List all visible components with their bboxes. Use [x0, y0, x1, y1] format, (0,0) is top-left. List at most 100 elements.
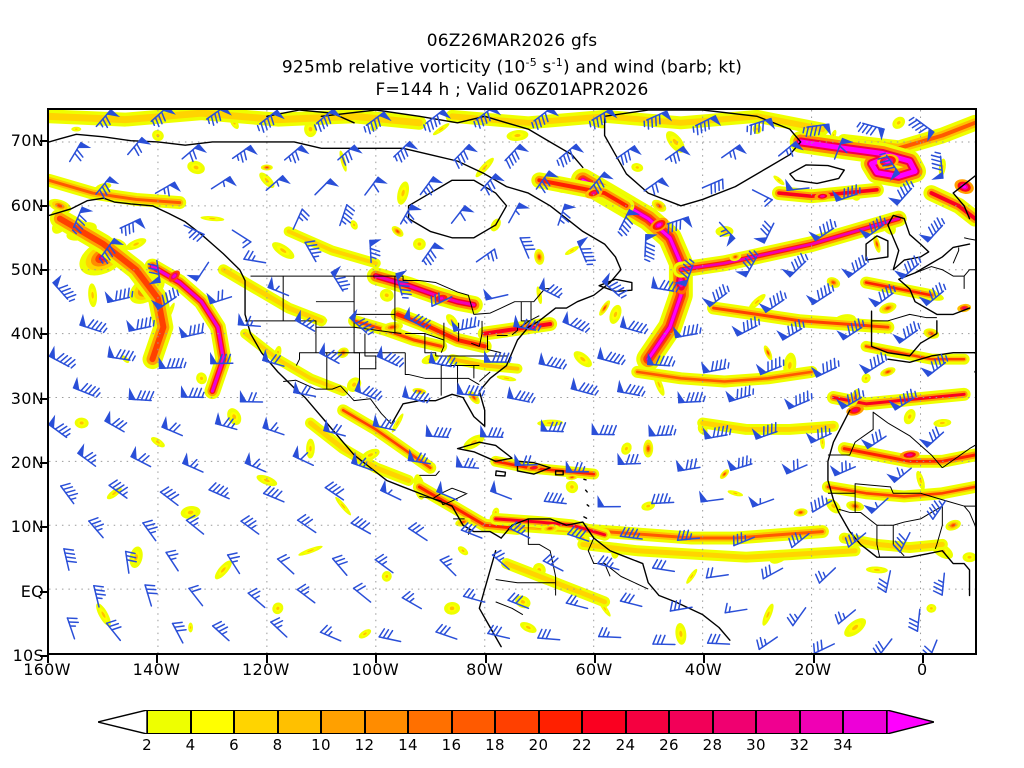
wind-barb — [178, 322, 205, 339]
wind-barb — [430, 292, 453, 307]
x-axis-tick — [594, 655, 597, 663]
wind-barb — [860, 429, 887, 450]
vorticity-band — [864, 281, 933, 297]
wind-barb — [256, 110, 285, 133]
wind-barb — [319, 624, 342, 642]
vorticity-blob — [624, 446, 628, 451]
vorticity-blob — [733, 492, 738, 495]
wind-barb — [877, 570, 892, 593]
wind-barb — [439, 555, 457, 577]
wind-barb — [735, 250, 759, 278]
x-axis-label-40W: 40W — [684, 660, 723, 679]
wind-barb — [829, 460, 856, 477]
wind-barb — [666, 216, 693, 234]
wind-barb — [479, 424, 504, 439]
colorbar-tick-26: 26 — [659, 736, 679, 754]
wind-barb — [675, 458, 701, 472]
vorticity-blob — [263, 478, 270, 483]
wind-barb — [372, 413, 396, 431]
vorticity-blob — [342, 158, 345, 165]
wind-barb — [331, 554, 348, 577]
border-path — [470, 320, 483, 347]
wind-barb — [724, 602, 748, 614]
wind-barb — [867, 284, 896, 308]
wind-barb — [108, 479, 129, 499]
wind-barb — [814, 567, 837, 584]
wind-barb — [597, 346, 626, 366]
wind-barb — [810, 495, 833, 513]
x-axis-tick — [484, 655, 487, 663]
wind-barb — [748, 496, 775, 508]
wind-barb — [211, 620, 230, 642]
vorticity-blob — [156, 133, 160, 138]
wind-barb — [808, 218, 837, 242]
wind-barb — [296, 583, 316, 604]
vorticity-band — [449, 113, 826, 133]
vorticity-blob — [939, 421, 945, 425]
wind-barb — [183, 224, 205, 242]
wind-barb — [508, 202, 531, 224]
wind-barb — [376, 345, 405, 368]
vorticity-band — [49, 110, 423, 127]
wind-barb — [68, 141, 92, 163]
wind-barb — [99, 237, 125, 265]
y-axis-label-EQ: EQ — [20, 581, 44, 601]
y-axis-tick — [40, 526, 48, 529]
political-borders-layer — [245, 237, 975, 616]
colorbar-tick-16: 16 — [441, 736, 462, 754]
vorticity-blob — [929, 332, 934, 335]
vorticity-blob — [672, 138, 679, 145]
wind-barb — [725, 385, 755, 403]
wind-barb — [127, 136, 152, 157]
wind-barb — [369, 239, 382, 264]
vorticity-blob — [657, 204, 661, 208]
wind-barb — [292, 208, 310, 230]
coastline-path — [456, 441, 513, 463]
border-path — [838, 508, 861, 513]
vorticity-blob — [265, 166, 269, 169]
vorticity-blob — [276, 606, 280, 610]
wind-barb — [758, 290, 787, 314]
wind-barb — [180, 385, 205, 399]
colorbar-arrow-low — [98, 710, 147, 734]
wind-barb — [354, 379, 383, 401]
wind-barb — [262, 485, 285, 503]
coastline-path — [603, 110, 802, 207]
wind-barb — [644, 234, 658, 263]
title-line-field: 925mb relative vorticity (10-5 s-1) and … — [0, 52, 1024, 79]
wind-barb — [318, 342, 343, 365]
vorticity-blob — [876, 242, 878, 247]
wind-barb — [261, 348, 285, 367]
wind-barb — [877, 152, 901, 181]
wind-barb — [455, 454, 480, 469]
colorbar-cell-12 — [669, 710, 713, 734]
title-line-valid: F=144 h ; Valid 06Z01APR2026 — [375, 79, 649, 100]
wind-barb — [304, 240, 322, 263]
vorticity-blob — [449, 606, 455, 611]
vorticity-blob — [831, 281, 835, 284]
wind-barb — [761, 564, 784, 580]
border-path — [587, 537, 611, 577]
vorticity-blob — [503, 377, 510, 380]
wind-barb — [504, 143, 530, 169]
wind-barb — [746, 117, 776, 136]
wind-barb — [119, 218, 146, 237]
coastline-path — [49, 133, 622, 427]
vorticity-blob — [734, 255, 737, 258]
y-axis-label-20N: 20N — [10, 452, 44, 472]
wind-barb — [104, 287, 134, 304]
wind-barb — [863, 497, 889, 514]
vorticity-blob — [395, 420, 400, 426]
vorticity-blob — [384, 293, 389, 298]
wind-barb — [188, 584, 204, 607]
wind-barb — [507, 592, 530, 610]
vorticity-blob — [280, 248, 287, 253]
vorticity-blob — [723, 473, 726, 476]
vorticity-blob — [91, 291, 94, 299]
border-path — [467, 528, 470, 535]
vorticity-blob — [635, 166, 639, 169]
wind-barb — [214, 412, 238, 431]
wind-barb — [491, 549, 510, 571]
title-field-pre: 925mb relative vorticity (10 — [281, 57, 526, 78]
